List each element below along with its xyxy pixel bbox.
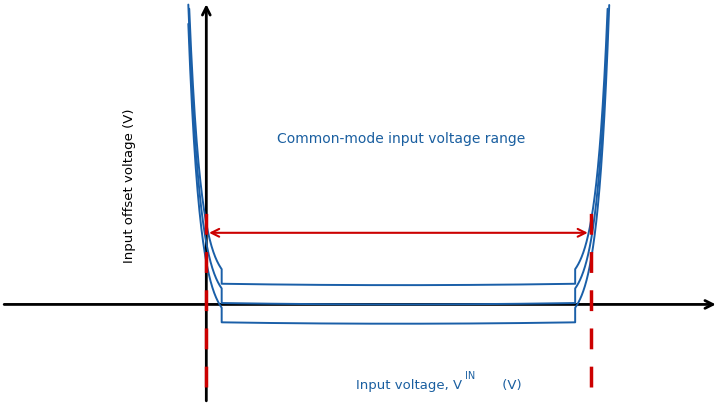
Text: IN: IN <box>465 371 475 381</box>
Text: Input voltage, V: Input voltage, V <box>356 379 462 392</box>
Text: Common-mode input voltage range: Common-mode input voltage range <box>277 132 525 146</box>
Text: Input offset voltage (V): Input offset voltage (V) <box>123 109 136 263</box>
Text: (V): (V) <box>498 379 522 392</box>
